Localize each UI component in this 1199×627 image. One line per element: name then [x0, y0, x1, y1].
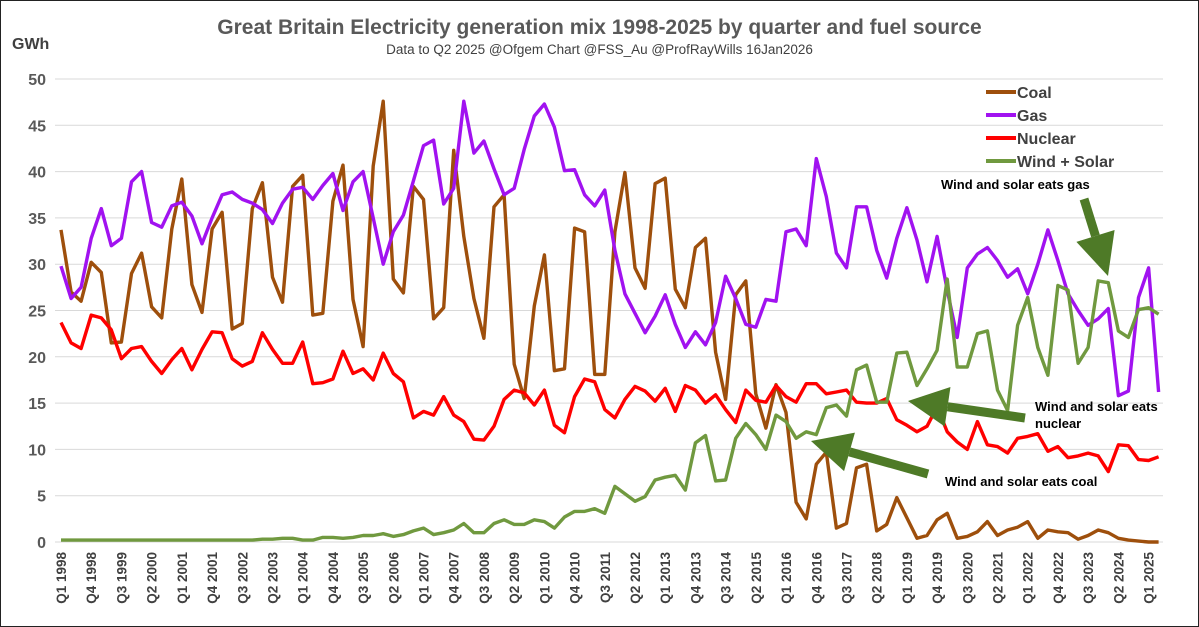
x-tick-label: Q4 2007 — [447, 552, 462, 604]
y-tick-label: 10 — [28, 442, 46, 459]
x-tick-label: Q3 2023 — [1081, 552, 1096, 604]
x-tick-label: Q3 2002 — [235, 552, 250, 604]
annotation-arrow-head — [908, 386, 951, 427]
annotation-coal: Wind and solar eats coal — [945, 474, 1097, 489]
x-tick-label: Q3 2017 — [839, 552, 854, 604]
y-tick-label: 0 — [37, 535, 46, 552]
x-tick-label: Q1 2004 — [296, 552, 311, 604]
legend-label: Nuclear — [1017, 131, 1076, 148]
chart-title: Great Britain Electricity generation mix… — [217, 16, 982, 39]
x-tick-label: Q4 2010 — [568, 552, 583, 604]
y-axis-label: GWh — [12, 36, 50, 53]
x-tick-label: Q3 1999 — [114, 552, 129, 604]
series-line-coal — [59, 99, 1159, 544]
x-tick-label: Q3 2005 — [356, 552, 371, 604]
y-tick-label: 30 — [28, 257, 46, 274]
x-tick-label: Q4 2001 — [205, 552, 220, 604]
legend-label: Gas — [1017, 108, 1047, 125]
y-tick-label: 15 — [28, 396, 46, 413]
x-tick-label: Q3 2014 — [719, 552, 734, 604]
legend-label: Coal — [1017, 85, 1052, 102]
annotation-arrow-shaft — [1079, 197, 1100, 238]
x-tick-label: Q4 2004 — [326, 552, 341, 604]
x-tick-label: Q2 2003 — [265, 552, 280, 604]
chart-subtitle: Data to Q2 2025 @Ofgem Chart @FSS_Au @Pr… — [386, 42, 813, 57]
x-tick-label: Q2 2021 — [991, 552, 1006, 604]
annotation-arrow-head — [1076, 229, 1115, 276]
x-tick-label: Q1 2016 — [779, 552, 794, 604]
x-tick-label: Q1 2007 — [417, 552, 432, 604]
x-tick-label: Q2 2006 — [386, 552, 401, 604]
series-line-gas — [59, 99, 1161, 398]
x-tick-label: Q4 2019 — [930, 552, 945, 604]
annotation-arrow-shaft — [848, 447, 930, 479]
x-tick-label: Q4 1998 — [84, 552, 99, 604]
y-tick-label: 5 — [37, 489, 46, 506]
x-tick-label: Q1 2001 — [175, 552, 190, 604]
x-tick-label: Q4 2022 — [1051, 552, 1066, 604]
y-tick-label: 40 — [28, 165, 46, 182]
series-line-nuclear — [59, 313, 1160, 474]
x-tick-label: Q2 2000 — [145, 552, 160, 604]
x-tick-label: Q1 2013 — [658, 552, 673, 604]
series-line-wind-solar — [61, 277, 1160, 542]
y-tick-label: 45 — [28, 118, 46, 135]
x-tick-label: Q2 2018 — [870, 552, 885, 604]
annotation-nuclear: Wind and solar eats nuclear — [1035, 399, 1158, 431]
annotation-arrow-head — [811, 432, 855, 472]
x-tick-label: Q1 1998 — [54, 552, 69, 604]
annotation-arrow-shaft — [946, 402, 1026, 423]
x-tick-label: Q3 2011 — [598, 552, 613, 604]
x-tick-label: Q1 2019 — [900, 552, 915, 604]
x-tick-label: Q2 2012 — [628, 552, 643, 604]
x-tick-label: Q4 2016 — [809, 552, 824, 604]
y-tick-label: 25 — [28, 304, 46, 321]
y-tick-label: 20 — [28, 350, 46, 367]
x-tick-label: Q3 2020 — [960, 552, 975, 604]
x-tick-label: Q2 2024 — [1111, 552, 1126, 604]
annotation-gas: Wind and solar eats gas — [941, 177, 1090, 192]
x-tick-label: Q1 2025 — [1142, 552, 1157, 604]
x-tick-label: Q4 2013 — [688, 552, 703, 604]
x-tick-label: Q2 2009 — [507, 552, 522, 604]
y-tick-label: 50 — [28, 72, 46, 89]
legend-label: Wind + Solar — [1017, 154, 1114, 171]
x-tick-label: Q1 2022 — [1021, 552, 1036, 604]
x-tick-label: Q1 2010 — [537, 552, 552, 604]
x-tick-label: Q3 2008 — [477, 552, 492, 604]
x-tick-label: Q2 2015 — [749, 552, 764, 604]
y-tick-label: 35 — [28, 211, 46, 228]
